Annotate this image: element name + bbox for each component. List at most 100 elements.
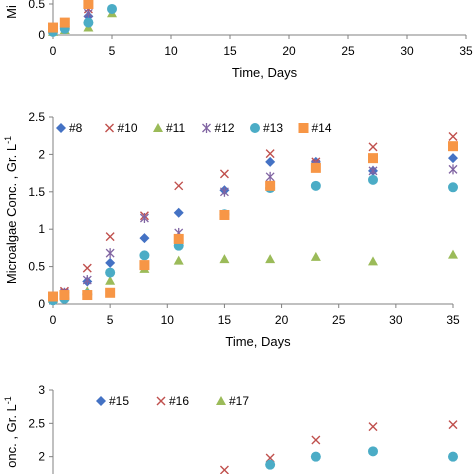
panel-middle-point-s10 bbox=[368, 142, 378, 152]
panel-middle-point-s12 bbox=[265, 171, 275, 182]
panel-middle-point-s14 bbox=[48, 291, 58, 302]
panel-middle-x-tick-label: 20 bbox=[275, 313, 289, 327]
panel-bottom-legend-marker-s17 bbox=[216, 396, 226, 405]
panel-bottom-point-s16 bbox=[368, 422, 378, 432]
panel-bottom-y-axis-title-main: onc. , Gr. L bbox=[4, 404, 19, 468]
panel-middle-point-s10 bbox=[82, 263, 92, 273]
panel-middle-point-s10-stroke-b bbox=[448, 131, 458, 141]
panel-bottom-y-axis-title-superscript: -1 bbox=[3, 396, 13, 404]
panel-bottom-y-tick-label: 3 bbox=[38, 383, 45, 397]
panel-middle-point-s10-stroke-b bbox=[265, 149, 275, 159]
panel-middle-point-s14 bbox=[82, 290, 93, 301]
panel-middle-point-s10 bbox=[219, 169, 229, 179]
panel-middle-point-s12 bbox=[82, 275, 92, 286]
panel-bottom-legend-marker-s16-stroke-b bbox=[156, 396, 166, 406]
panel-top-y-axis-title: Mi bbox=[4, 5, 19, 19]
panel-middle-point-s14 bbox=[173, 233, 184, 244]
panel-middle-point-s11 bbox=[173, 255, 184, 265]
panel-middle-point-s10-stroke-b bbox=[368, 142, 378, 152]
panel-bottom-point-s16-stroke-b bbox=[311, 435, 321, 445]
panel-middle-point-s8 bbox=[265, 156, 276, 167]
panel-middle-x-axis-title: Time, Days bbox=[225, 334, 291, 349]
panel-middle-legend-marker-s10 bbox=[105, 123, 114, 133]
panel-bottom-legend-marker-s16 bbox=[156, 396, 166, 406]
panel-top-point-s13 bbox=[107, 3, 117, 14]
panel-middle-point-s12 bbox=[219, 186, 229, 197]
panel-top-x-tick-label: 25 bbox=[341, 44, 355, 58]
panel-middle-y-tick-label: 0.5 bbox=[28, 260, 45, 274]
panel-top-x-tick-label: 15 bbox=[223, 44, 237, 58]
panel-bottom-y-tick-label: 2.5 bbox=[28, 416, 45, 430]
panel-middle-y-tick-label: 1.5 bbox=[28, 185, 45, 199]
panel-top-y-axis-title-main: Mi bbox=[4, 5, 19, 19]
panel-middle-point-s13 bbox=[448, 182, 458, 193]
panel-bottom-point-s13 bbox=[368, 446, 378, 457]
panel-middle-y-tick-label: 1 bbox=[38, 222, 45, 236]
panel-top-x-tick-label: 20 bbox=[282, 44, 296, 58]
panel-bottom-point-s16-stroke-b bbox=[219, 465, 229, 474]
panel-middle-y-tick-label: 2.5 bbox=[28, 110, 45, 124]
panel-middle-point-s11 bbox=[310, 251, 321, 261]
panel-middle-point-s13 bbox=[310, 180, 321, 191]
panel-middle-legend-label-s13: #13 bbox=[263, 121, 283, 135]
panel-middle-legend-marker-s11 bbox=[153, 123, 163, 132]
panel-middle-point-s10-stroke-b bbox=[105, 232, 115, 242]
panel-top-x-tick-label: 0 bbox=[50, 44, 57, 58]
panel-top-point-s12 bbox=[83, 8, 93, 19]
panel-middle-y-tick-label: 0 bbox=[38, 297, 45, 311]
panel-middle-point-s14 bbox=[448, 141, 458, 152]
panel-middle-legend-marker-s14 bbox=[298, 123, 309, 133]
panel-middle-point-s11 bbox=[368, 256, 378, 266]
panel-middle-point-s14 bbox=[139, 260, 150, 271]
panel-middle-legend-marker-s8 bbox=[56, 123, 66, 133]
panel-bottom-point-s13 bbox=[265, 459, 276, 470]
panel-middle-point-s14 bbox=[368, 153, 378, 164]
panel-middle-point-s13 bbox=[105, 267, 116, 278]
panel-middle-x-tick-label: 25 bbox=[332, 313, 346, 327]
panel-middle-y-tick-label: 2 bbox=[38, 147, 45, 161]
panel-middle-point-s11 bbox=[448, 249, 458, 259]
panel-middle-point-s8 bbox=[173, 207, 184, 218]
panel-top-x-tick-label: 35 bbox=[459, 44, 473, 58]
panel-middle-y-axis-title-main: Microalgae Conc. , Gr. L bbox=[4, 144, 19, 284]
panel-middle-point-s10 bbox=[105, 232, 115, 242]
panel-top-y-tick-label: 0 bbox=[38, 28, 45, 42]
panel-middle-x-tick-label: 35 bbox=[446, 313, 460, 327]
panel-bottom-point-s16-stroke-b bbox=[448, 420, 458, 430]
panel-bottom-point-s16 bbox=[311, 435, 321, 445]
panel-top-point-s14 bbox=[59, 17, 70, 28]
panel-middle-point-s12 bbox=[368, 165, 378, 176]
panel-middle-point-s11 bbox=[219, 254, 230, 264]
panel-middle-point-s14 bbox=[265, 180, 276, 191]
panel-bottom-point-s16 bbox=[219, 465, 229, 474]
panel-top-point-s14 bbox=[83, 0, 94, 9]
panel-middle-point-s11 bbox=[105, 275, 116, 285]
panel-middle-legend-label-s8: #8 bbox=[69, 121, 83, 135]
panel-middle-point-s8 bbox=[448, 153, 458, 164]
panel-middle-y-axis-title: Microalgae Conc. , Gr. L-1 bbox=[3, 136, 19, 284]
panel-middle-point-s12 bbox=[105, 248, 115, 259]
panel-middle-point-s8 bbox=[139, 233, 150, 244]
panel-bottom-legend-label-s17: #17 bbox=[229, 394, 249, 408]
panel-middle-legend-label-s14: #14 bbox=[312, 121, 332, 135]
panel-middle-point-s13 bbox=[368, 174, 378, 185]
panel-bottom-y-tick-label: 2 bbox=[38, 450, 45, 464]
panel-top-point-s14 bbox=[48, 22, 58, 33]
panel-middle-point-s14 bbox=[59, 290, 70, 301]
panel-middle-legend-marker-s13 bbox=[250, 123, 260, 133]
panel-middle-legend-marker-s10-stroke-b bbox=[105, 123, 114, 133]
panel-middle-legend-label-s11: #11 bbox=[166, 121, 185, 135]
panel-middle-point-s13 bbox=[139, 250, 150, 261]
panel-top-x-tick-label: 5 bbox=[109, 44, 116, 58]
panel-middle-y-axis-title-superscript: -1 bbox=[3, 136, 13, 144]
panel-middle-point-s10 bbox=[448, 131, 458, 141]
panel-top-x-axis-title: Time, Days bbox=[232, 65, 298, 80]
panel-middle-point-s10 bbox=[174, 181, 184, 191]
panel-bottom-point-s13 bbox=[310, 451, 321, 462]
panel-bottom-legend-marker-s15 bbox=[96, 396, 106, 406]
panel-bottom-y-axis-title: onc. , Gr. L-1 bbox=[3, 396, 19, 468]
panel-middle-point-s12 bbox=[139, 212, 149, 223]
panel-middle-point-s14 bbox=[310, 162, 321, 173]
panel-bottom-legend-label-s15: #15 bbox=[109, 394, 129, 408]
